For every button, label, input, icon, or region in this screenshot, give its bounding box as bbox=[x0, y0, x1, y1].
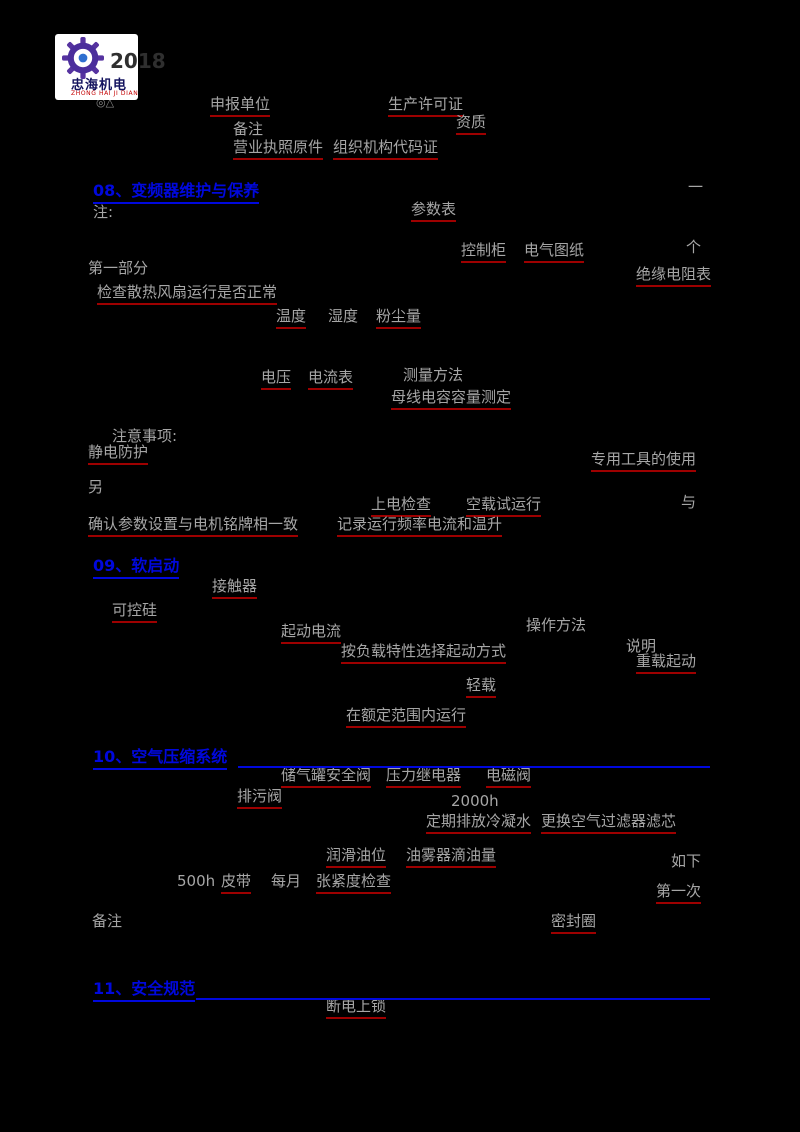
text-run: 张紧度检查 bbox=[316, 872, 392, 894]
text-run: 粉尘量 bbox=[376, 307, 422, 329]
text-run: 生产许可证 bbox=[388, 95, 464, 117]
text-run: 备注 bbox=[233, 120, 264, 138]
text-run: 储气罐安全阀 bbox=[281, 766, 372, 788]
gear-icon bbox=[62, 37, 104, 79]
text-run: 皮带 bbox=[221, 872, 252, 894]
text-run: 如下 bbox=[671, 852, 702, 870]
text-run: 第一次 bbox=[656, 882, 702, 904]
text-run: 绝缘电阻表 bbox=[636, 265, 712, 287]
text-run: 断电上锁 bbox=[326, 997, 387, 1019]
text-run: 压力继电器 bbox=[386, 766, 462, 788]
text-run: 申报单位 bbox=[210, 95, 271, 117]
logo-year-text: 2018 bbox=[110, 49, 166, 73]
text-run: 组织机构代码证 bbox=[333, 138, 439, 160]
section-heading: 09、软启动 bbox=[93, 556, 180, 579]
text-run: 记录运行频率电流和温升 bbox=[337, 515, 503, 537]
section-heading: 11、安全规范 bbox=[93, 979, 196, 1002]
text-run: 备注 bbox=[92, 912, 123, 930]
text-run: 密封圈 bbox=[551, 912, 597, 934]
text-run: 资质 bbox=[456, 113, 487, 135]
text-run: 按负载特性选择起动方式 bbox=[341, 642, 507, 664]
text-run: 测量方法 bbox=[403, 366, 464, 384]
text-run: 参数表 bbox=[411, 200, 457, 222]
text-run: 母线电容容量测定 bbox=[391, 388, 512, 410]
text-run: 电气图纸 bbox=[524, 241, 585, 263]
text-run: 注: bbox=[93, 203, 114, 221]
text-run: 可控硅 bbox=[112, 601, 158, 623]
text-run: 湿度 bbox=[328, 307, 359, 325]
logo-brand-text: 忠海机电 bbox=[71, 78, 128, 93]
text-run: 第一部分 bbox=[88, 259, 149, 277]
text-run: 每月 bbox=[271, 872, 302, 890]
text-run: 上电检查 bbox=[371, 495, 432, 517]
text-run: 接触器 bbox=[212, 577, 258, 599]
text-run: 专用工具的使用 bbox=[591, 450, 697, 472]
text-run: 个 bbox=[686, 238, 702, 256]
text-run: 定期排放冷凝水 bbox=[426, 812, 532, 834]
text-run: 排污阀 bbox=[237, 787, 283, 809]
heading-rule bbox=[238, 766, 710, 768]
text-run: 电流表 bbox=[308, 368, 354, 390]
logo-subtitle-text: ZHONG HAI JI DIAN bbox=[71, 90, 139, 97]
text-run: 另 bbox=[88, 478, 104, 496]
text-run: 说明 bbox=[626, 637, 657, 655]
heading-rule bbox=[196, 998, 710, 1000]
text-run: 检查散热风扇运行是否正常 bbox=[97, 283, 278, 305]
text-run: 润滑油位 bbox=[326, 846, 387, 868]
text-run: 与 bbox=[681, 493, 697, 511]
text-run: 温度 bbox=[276, 307, 307, 329]
text-run: 轻载 bbox=[466, 676, 497, 698]
text-run: 油雾器滴油量 bbox=[406, 846, 497, 868]
section-heading: 08、变频器维护与保养 bbox=[93, 181, 260, 204]
text-run: 一 bbox=[688, 178, 704, 196]
text-run: 电压 bbox=[261, 368, 292, 390]
text-run: 操作方法 bbox=[526, 616, 587, 634]
text-run: 确认参数设置与电机铭牌相一致 bbox=[88, 515, 299, 537]
text-run: 营业执照原件 bbox=[233, 138, 324, 160]
text-run: 电磁阀 bbox=[486, 766, 532, 788]
text-run: 静电防护 bbox=[88, 443, 149, 465]
text-run: 更换空气过滤器滤芯 bbox=[541, 812, 677, 834]
text-run: 2000h bbox=[451, 792, 499, 810]
text-run: 控制柜 bbox=[461, 241, 507, 263]
text-run: 500h bbox=[177, 872, 216, 890]
text-run: 注意事项: bbox=[112, 427, 178, 445]
text-run: 在额定范围内运行 bbox=[346, 706, 467, 728]
text-run: 起动电流 bbox=[281, 622, 342, 644]
section-heading: 10、空气压缩系统 bbox=[93, 747, 228, 770]
text-run: 空载试运行 bbox=[466, 495, 542, 517]
text-run: 重载起动 bbox=[636, 652, 697, 674]
